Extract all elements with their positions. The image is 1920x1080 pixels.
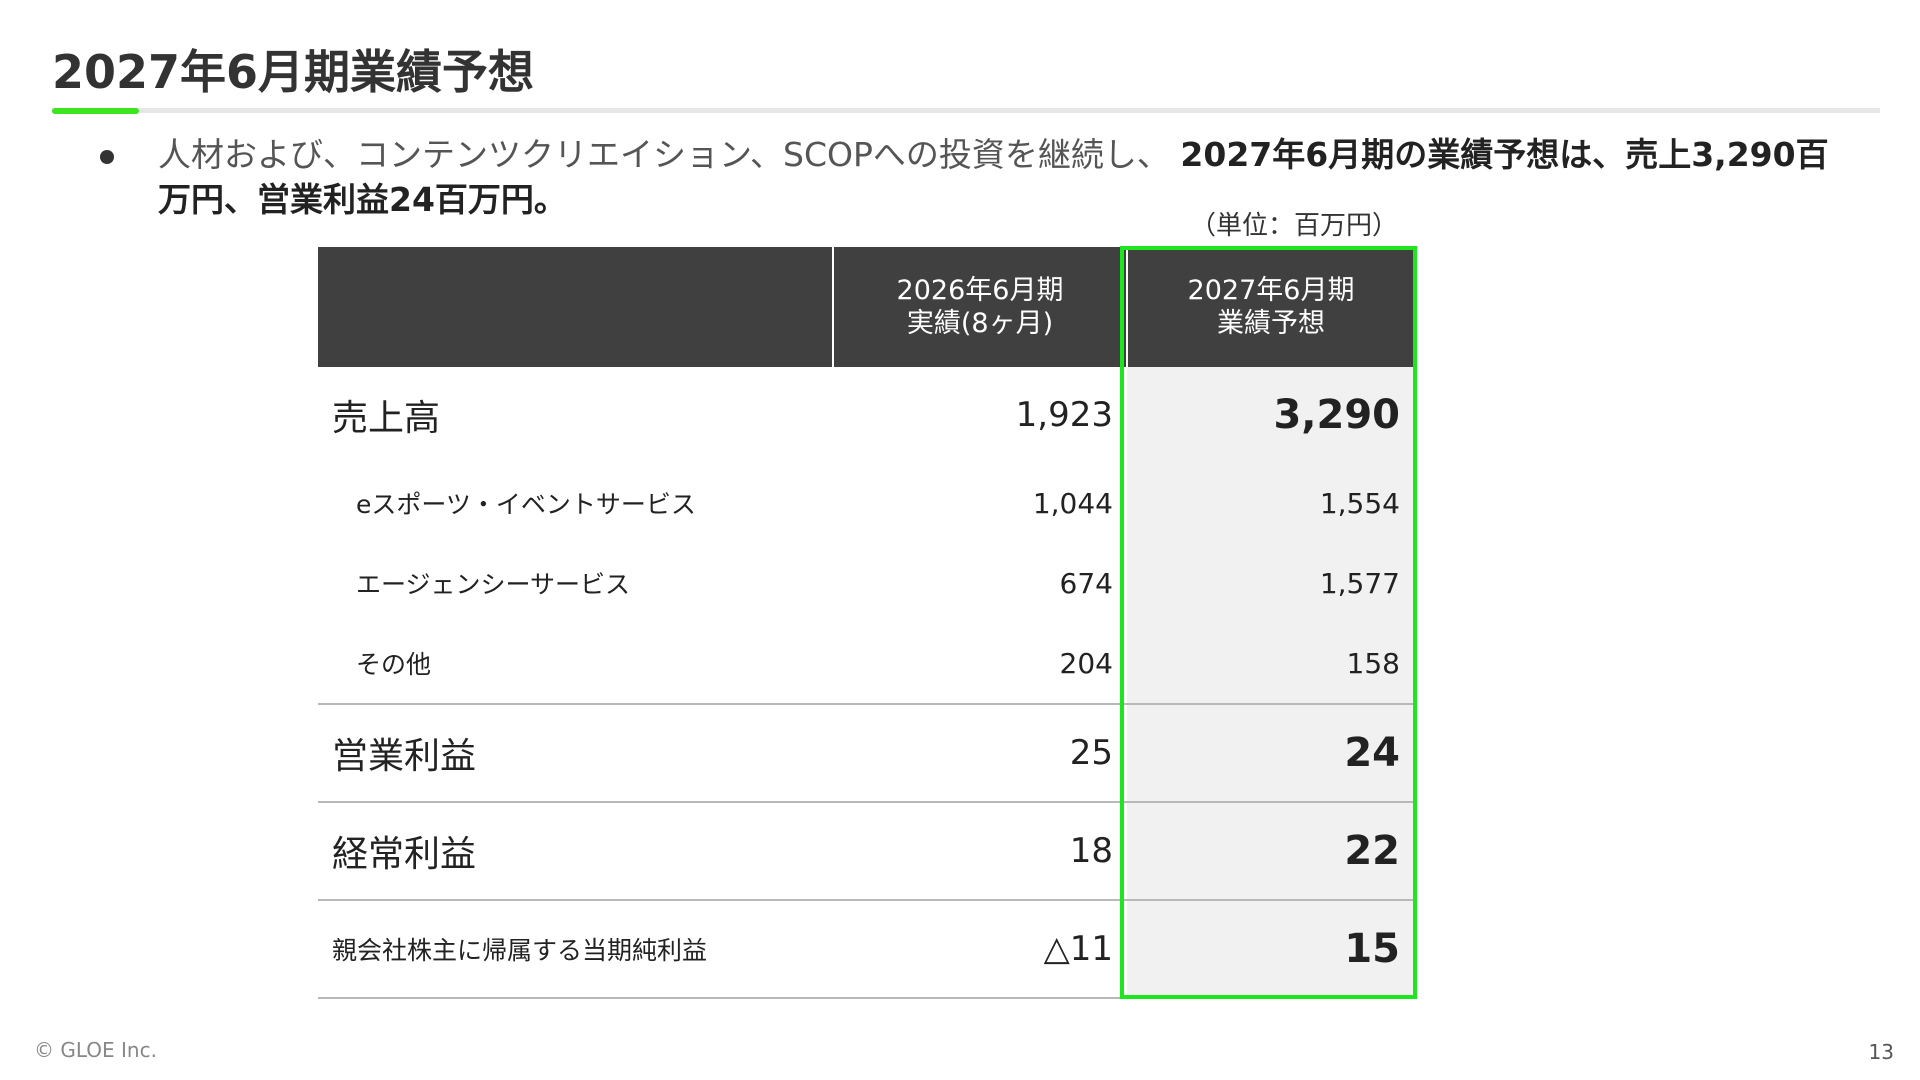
prev-value: 1,044 bbox=[1032, 486, 1113, 520]
summary-emphasis: 2027年6月期の業績予想は、売上3,290百万円、営業利益24百万円。 bbox=[158, 135, 1829, 219]
table-row-esports: eスポーツ・イベントサービス 1,044 1,554 bbox=[318, 463, 1414, 543]
table-row-net-income: 親会社株主に帰属する当期純利益 △11 15 bbox=[318, 899, 1414, 999]
title-underline bbox=[52, 108, 1880, 114]
row-label: エージェンシーサービス bbox=[356, 570, 631, 599]
title-accent-bar bbox=[52, 108, 139, 114]
header-blank bbox=[318, 247, 833, 367]
forecast-table: 2026年6月期 実績(8ヶ月) 2027年6月期 業績予想 売上高 1,923… bbox=[318, 247, 1414, 999]
page-number: 13 bbox=[1868, 1040, 1894, 1064]
table-row-agency: エージェンシーサービス 674 1,577 bbox=[318, 543, 1414, 623]
prev-value: 204 bbox=[1059, 646, 1113, 680]
copyright: © GLOE Inc. bbox=[34, 1038, 157, 1062]
forecast-value: 158 bbox=[1127, 623, 1414, 704]
forecast-value: 15 bbox=[1127, 899, 1414, 999]
row-label: 親会社株主に帰属する当期純利益 bbox=[318, 899, 833, 999]
table-row-other: その他 204 158 bbox=[318, 623, 1414, 704]
forecast-value: 3,290 bbox=[1127, 367, 1414, 463]
table-row-operating-income: 営業利益 25 24 bbox=[318, 703, 1414, 802]
forecast-value: 24 bbox=[1127, 703, 1414, 802]
header-forecast: 2027年6月期 業績予想 bbox=[1126, 247, 1414, 367]
row-label: 売上高 bbox=[332, 398, 441, 439]
forecast-value: 22 bbox=[1127, 801, 1414, 900]
row-label: その他 bbox=[356, 650, 432, 679]
summary-text: 人材および、コンテンツクリエイション、SCOPへの投資を継続し、 2027年6月… bbox=[158, 132, 1858, 222]
forecast-value: 1,577 bbox=[1127, 543, 1414, 623]
table-header-row: 2026年6月期 実績(8ヶ月) 2027年6月期 業績予想 bbox=[318, 247, 1414, 367]
prev-value: 18 bbox=[833, 801, 1127, 900]
bullet-icon bbox=[100, 150, 114, 164]
row-label: eスポーツ・イベントサービス bbox=[356, 490, 696, 519]
table-row-revenue: 売上高 1,923 3,290 bbox=[318, 367, 1414, 463]
header-forecast-line2: 業績予想 bbox=[1217, 308, 1325, 339]
header-prev-year-line2: 実績(8ヶ月) bbox=[906, 308, 1054, 339]
table-row-ordinary-income: 経常利益 18 22 bbox=[318, 801, 1414, 900]
page-title: 2027年6月期業績予想 bbox=[52, 45, 535, 99]
header-forecast-line1: 2027年6月期 bbox=[1187, 275, 1355, 306]
header-prev-year-line1: 2026年6月期 bbox=[896, 275, 1064, 306]
unit-note: （単位：百万円） bbox=[1190, 211, 1399, 241]
prev-value: 25 bbox=[833, 703, 1127, 802]
prev-value: △11 bbox=[833, 899, 1127, 999]
forecast-value: 1,554 bbox=[1127, 463, 1414, 543]
header-prev-year: 2026年6月期 実績(8ヶ月) bbox=[832, 247, 1127, 367]
row-label: 経常利益 bbox=[318, 801, 833, 900]
row-label: 営業利益 bbox=[318, 703, 833, 802]
summary-lead: 人材および、コンテンツクリエイション、SCOPへの投資を継続し、 bbox=[158, 135, 1170, 174]
prev-value: 1,923 bbox=[1015, 395, 1113, 435]
prev-value: 674 bbox=[1059, 566, 1113, 600]
